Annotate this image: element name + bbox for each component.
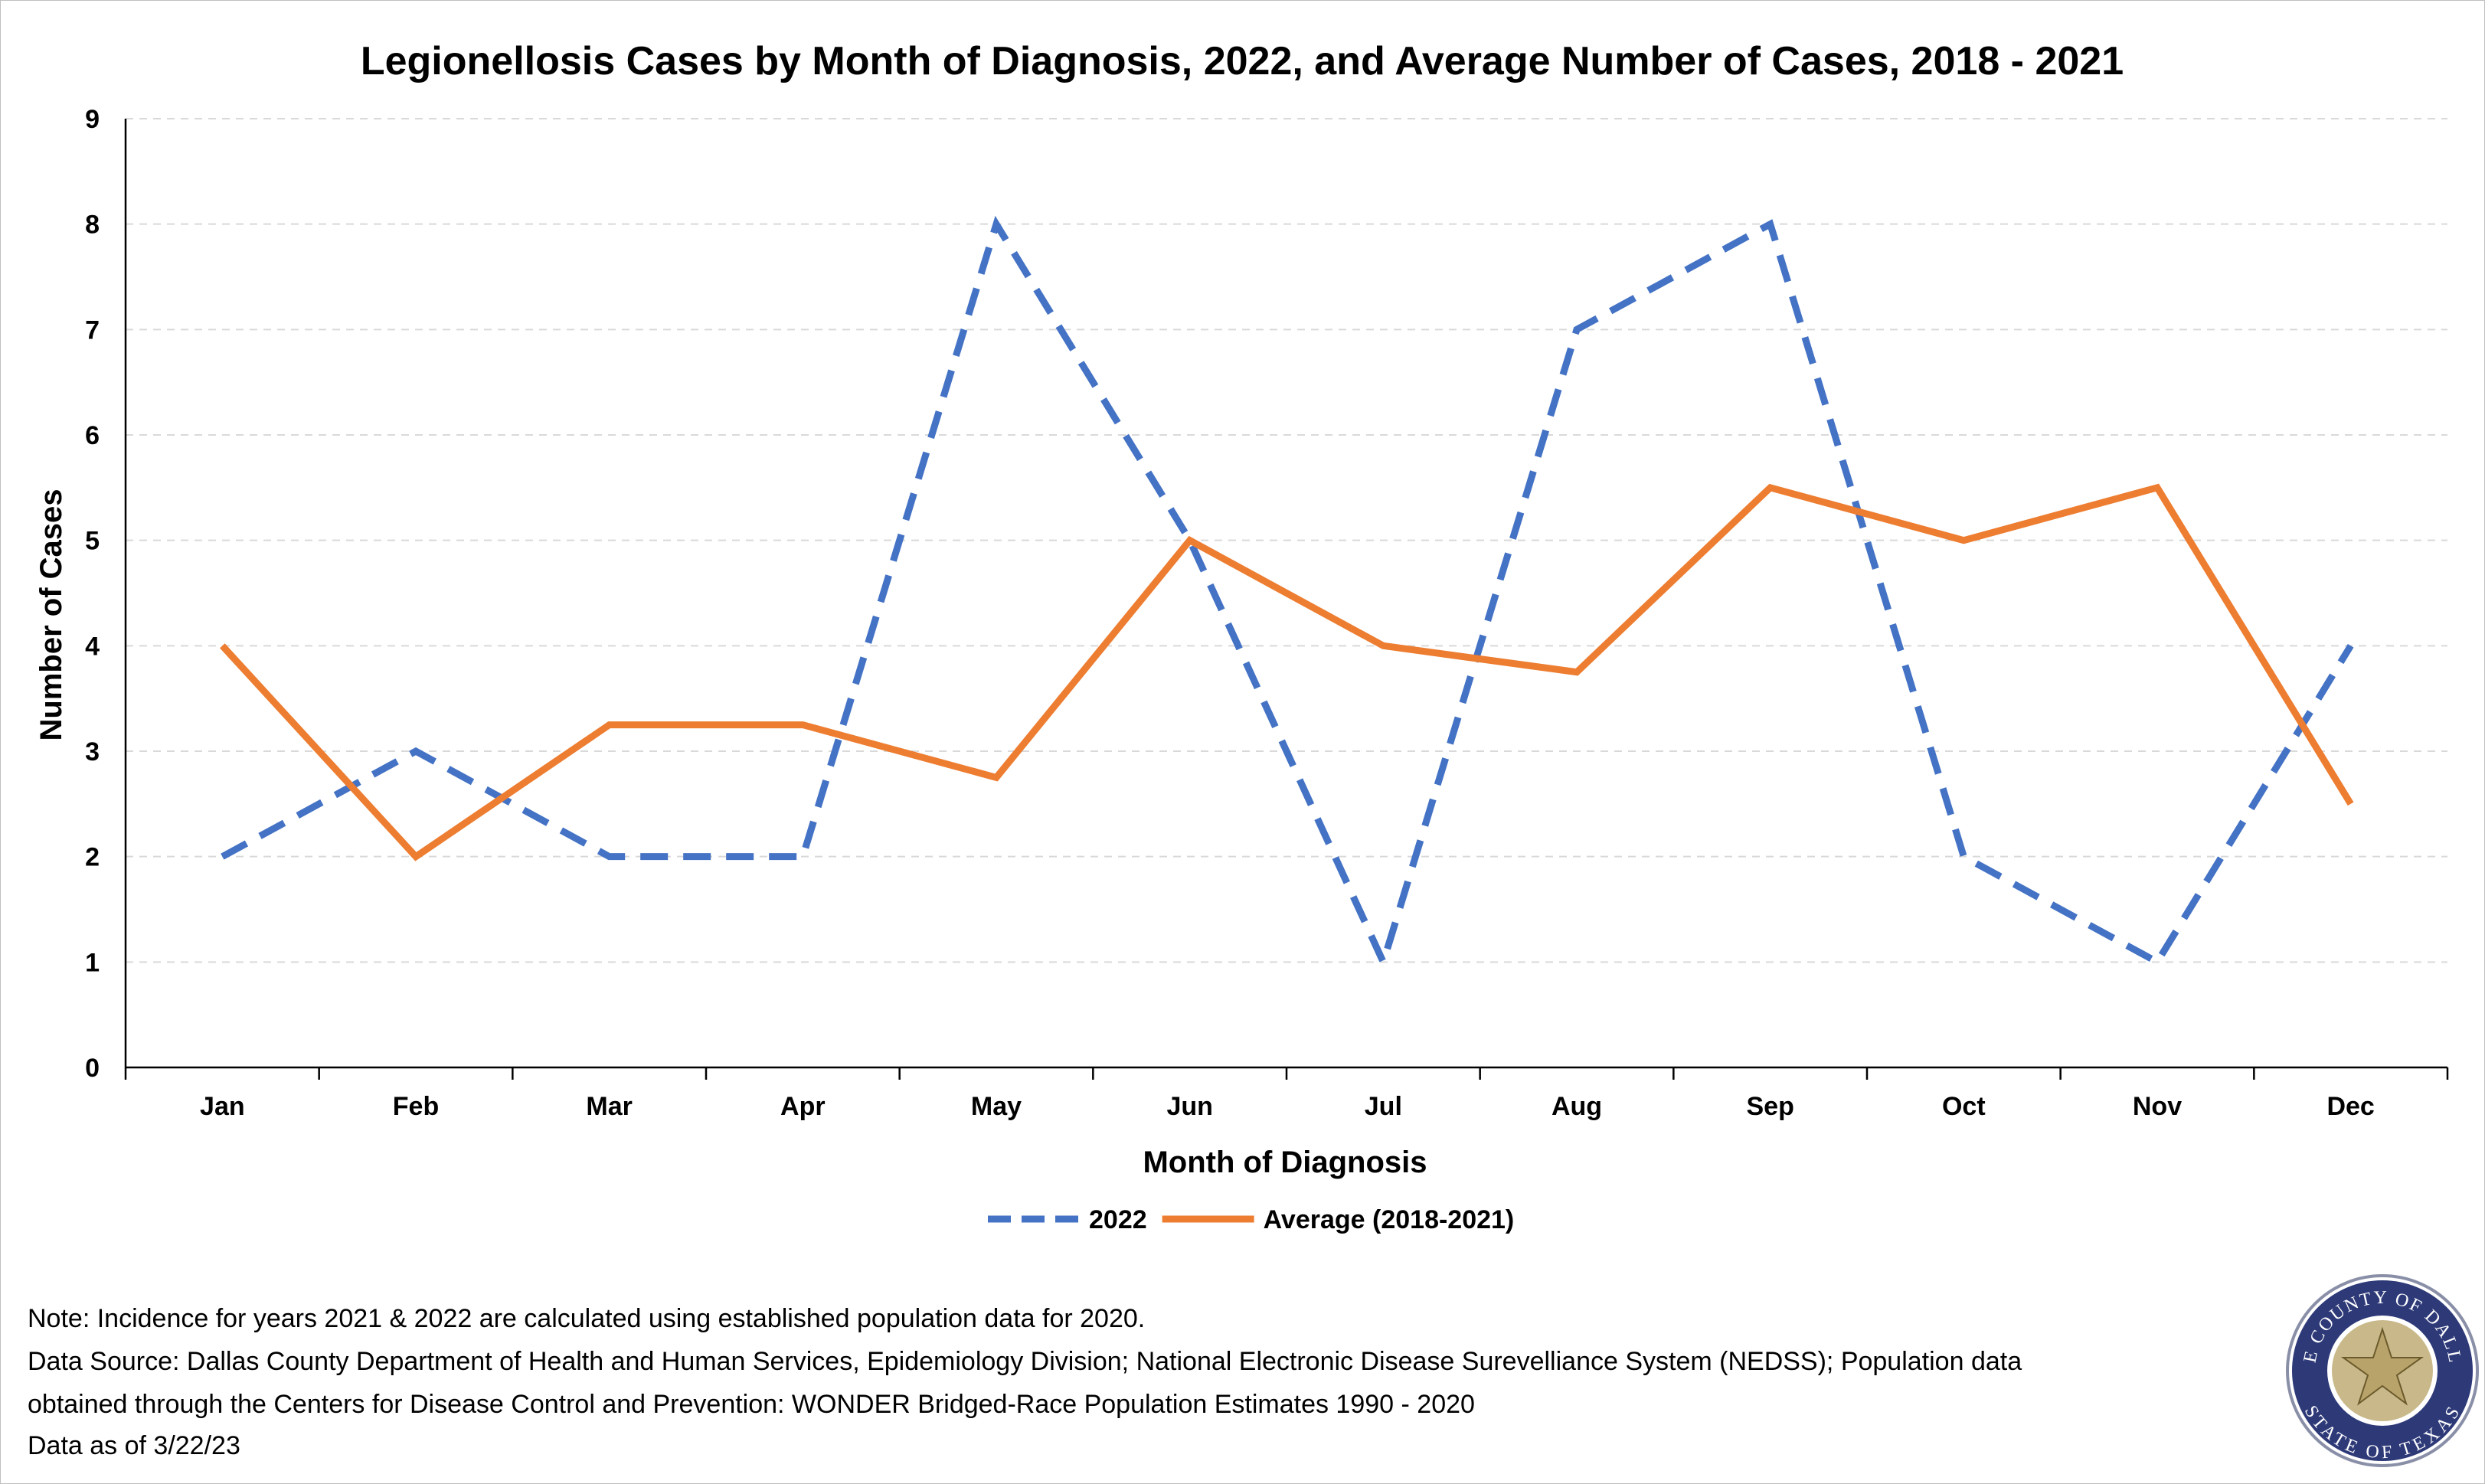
x-tick-label-jun: Jun: [1166, 1092, 1212, 1121]
x-tick-label-mar: Mar: [586, 1092, 632, 1121]
axes: [124, 119, 2449, 1080]
y-tick-label-8: 8: [85, 211, 100, 240]
legend-label-2022: 2022: [1089, 1205, 1147, 1234]
series-line-average: [220, 483, 2354, 861]
dallas-county-seal: THE COUNTY OF DALLAS STATE OF TEXAS: [2284, 1273, 2479, 1467]
x-tick-label-jul: Jul: [1365, 1092, 1402, 1121]
legend: 2022 Average (2018-2021): [988, 1205, 1514, 1234]
y-tick-label-3: 3: [85, 737, 100, 767]
x-tick-label-aug: Aug: [1551, 1092, 1602, 1121]
x-tick-label-sep: Sep: [1746, 1092, 1793, 1121]
series-lines: [220, 215, 2354, 972]
x-tick-label-nov: Nov: [2133, 1092, 2182, 1121]
y-tick-label-7: 7: [85, 315, 100, 345]
x-tick-label-feb: Feb: [393, 1092, 439, 1121]
note-data-source: Data Source: Dallas County Department of…: [28, 1347, 2022, 1376]
y-axis-ticks: 0 1 2 3 4 5 6 7 8 9: [85, 105, 100, 1083]
legend-label-average: Average (2018-2021): [1264, 1205, 1515, 1234]
note-data-source-cont: obtained through the Centers for Disease…: [28, 1390, 1475, 1419]
line-chart: Legionellosis Cases by Month of Diagnosi…: [34, 39, 2449, 1234]
y-axis-label: Number of Cases: [34, 489, 68, 741]
gridlines: [126, 118, 2447, 963]
y-tick-label-1: 1: [85, 948, 100, 977]
x-tick-label-may: May: [971, 1092, 1022, 1121]
x-axis-ticks: Jan Feb Mar Apr May Jun Jul Aug Sep Oct Nov Dec: [200, 1092, 2375, 1121]
chart-title: Legionellosis Cases by Month of Diagnosi…: [361, 39, 2124, 83]
x-axis-label: Month of Diagnosis: [1143, 1146, 1427, 1179]
x-tick-label-apr: Apr: [780, 1092, 826, 1121]
note-incidence: Note: Incidence for years 2021 & 2022 ar…: [28, 1304, 1146, 1333]
y-tick-label-5: 5: [85, 527, 100, 556]
x-tick-label-jan: Jan: [200, 1092, 245, 1121]
y-tick-label-0: 0: [85, 1054, 100, 1083]
x-tick-label-oct: Oct: [1942, 1092, 1986, 1121]
y-tick-label-2: 2: [85, 843, 100, 872]
y-tick-label-6: 6: [85, 421, 100, 450]
series-line-2022: [221, 215, 2354, 972]
y-tick-label-9: 9: [85, 105, 100, 134]
x-tick-label-dec: Dec: [2326, 1092, 2374, 1121]
note-data-date: Data as of 3/22/23: [28, 1431, 240, 1460]
y-tick-label-4: 4: [85, 632, 100, 661]
